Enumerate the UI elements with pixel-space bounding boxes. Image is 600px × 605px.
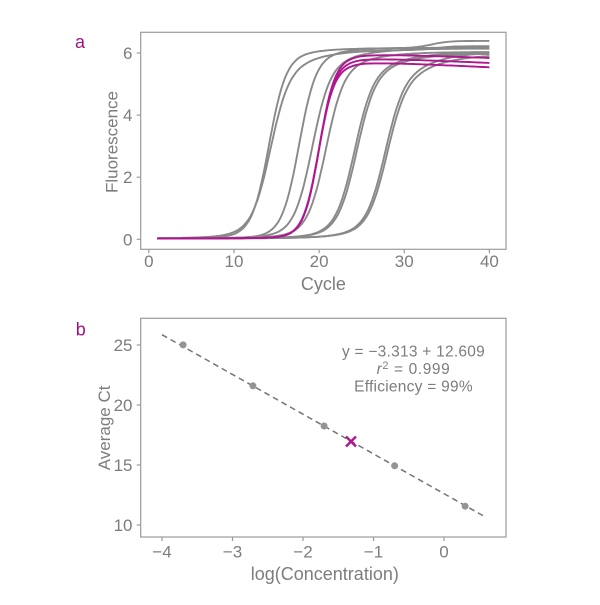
svg-text:6: 6: [123, 44, 132, 63]
svg-text:Average Ct: Average Ct: [95, 385, 114, 470]
svg-text:Cycle: Cycle: [301, 274, 346, 294]
svg-text:0: 0: [123, 230, 132, 249]
svg-text:4: 4: [123, 106, 132, 125]
svg-text:−2: −2: [293, 543, 312, 562]
svg-text:Efficiency = 99%: Efficiency = 99%: [354, 379, 473, 396]
svg-text:10: 10: [114, 516, 133, 535]
svg-text:0: 0: [439, 543, 448, 562]
svg-text:25: 25: [114, 336, 133, 355]
svg-text:a: a: [75, 32, 86, 52]
svg-text:15: 15: [114, 456, 133, 475]
svg-text:y = −3.313 + 12.609: y = −3.313 + 12.609: [342, 343, 485, 360]
svg-text:40: 40: [480, 252, 499, 271]
svg-text:r2 = 0.999: r2 = 0.999: [377, 360, 451, 378]
svg-text:20: 20: [310, 252, 329, 271]
svg-text:log(Concentration): log(Concentration): [251, 564, 399, 584]
svg-text:b: b: [76, 320, 86, 340]
svg-text:30: 30: [395, 252, 414, 271]
svg-text:0: 0: [144, 252, 153, 271]
svg-text:10: 10: [225, 252, 244, 271]
svg-text:Fluorescence: Fluorescence: [103, 91, 122, 193]
svg-text:−4: −4: [152, 543, 171, 562]
svg-text:−1: −1: [364, 543, 383, 562]
svg-text:20: 20: [114, 396, 133, 415]
svg-text:−3: −3: [223, 543, 242, 562]
svg-text:2: 2: [123, 168, 132, 187]
